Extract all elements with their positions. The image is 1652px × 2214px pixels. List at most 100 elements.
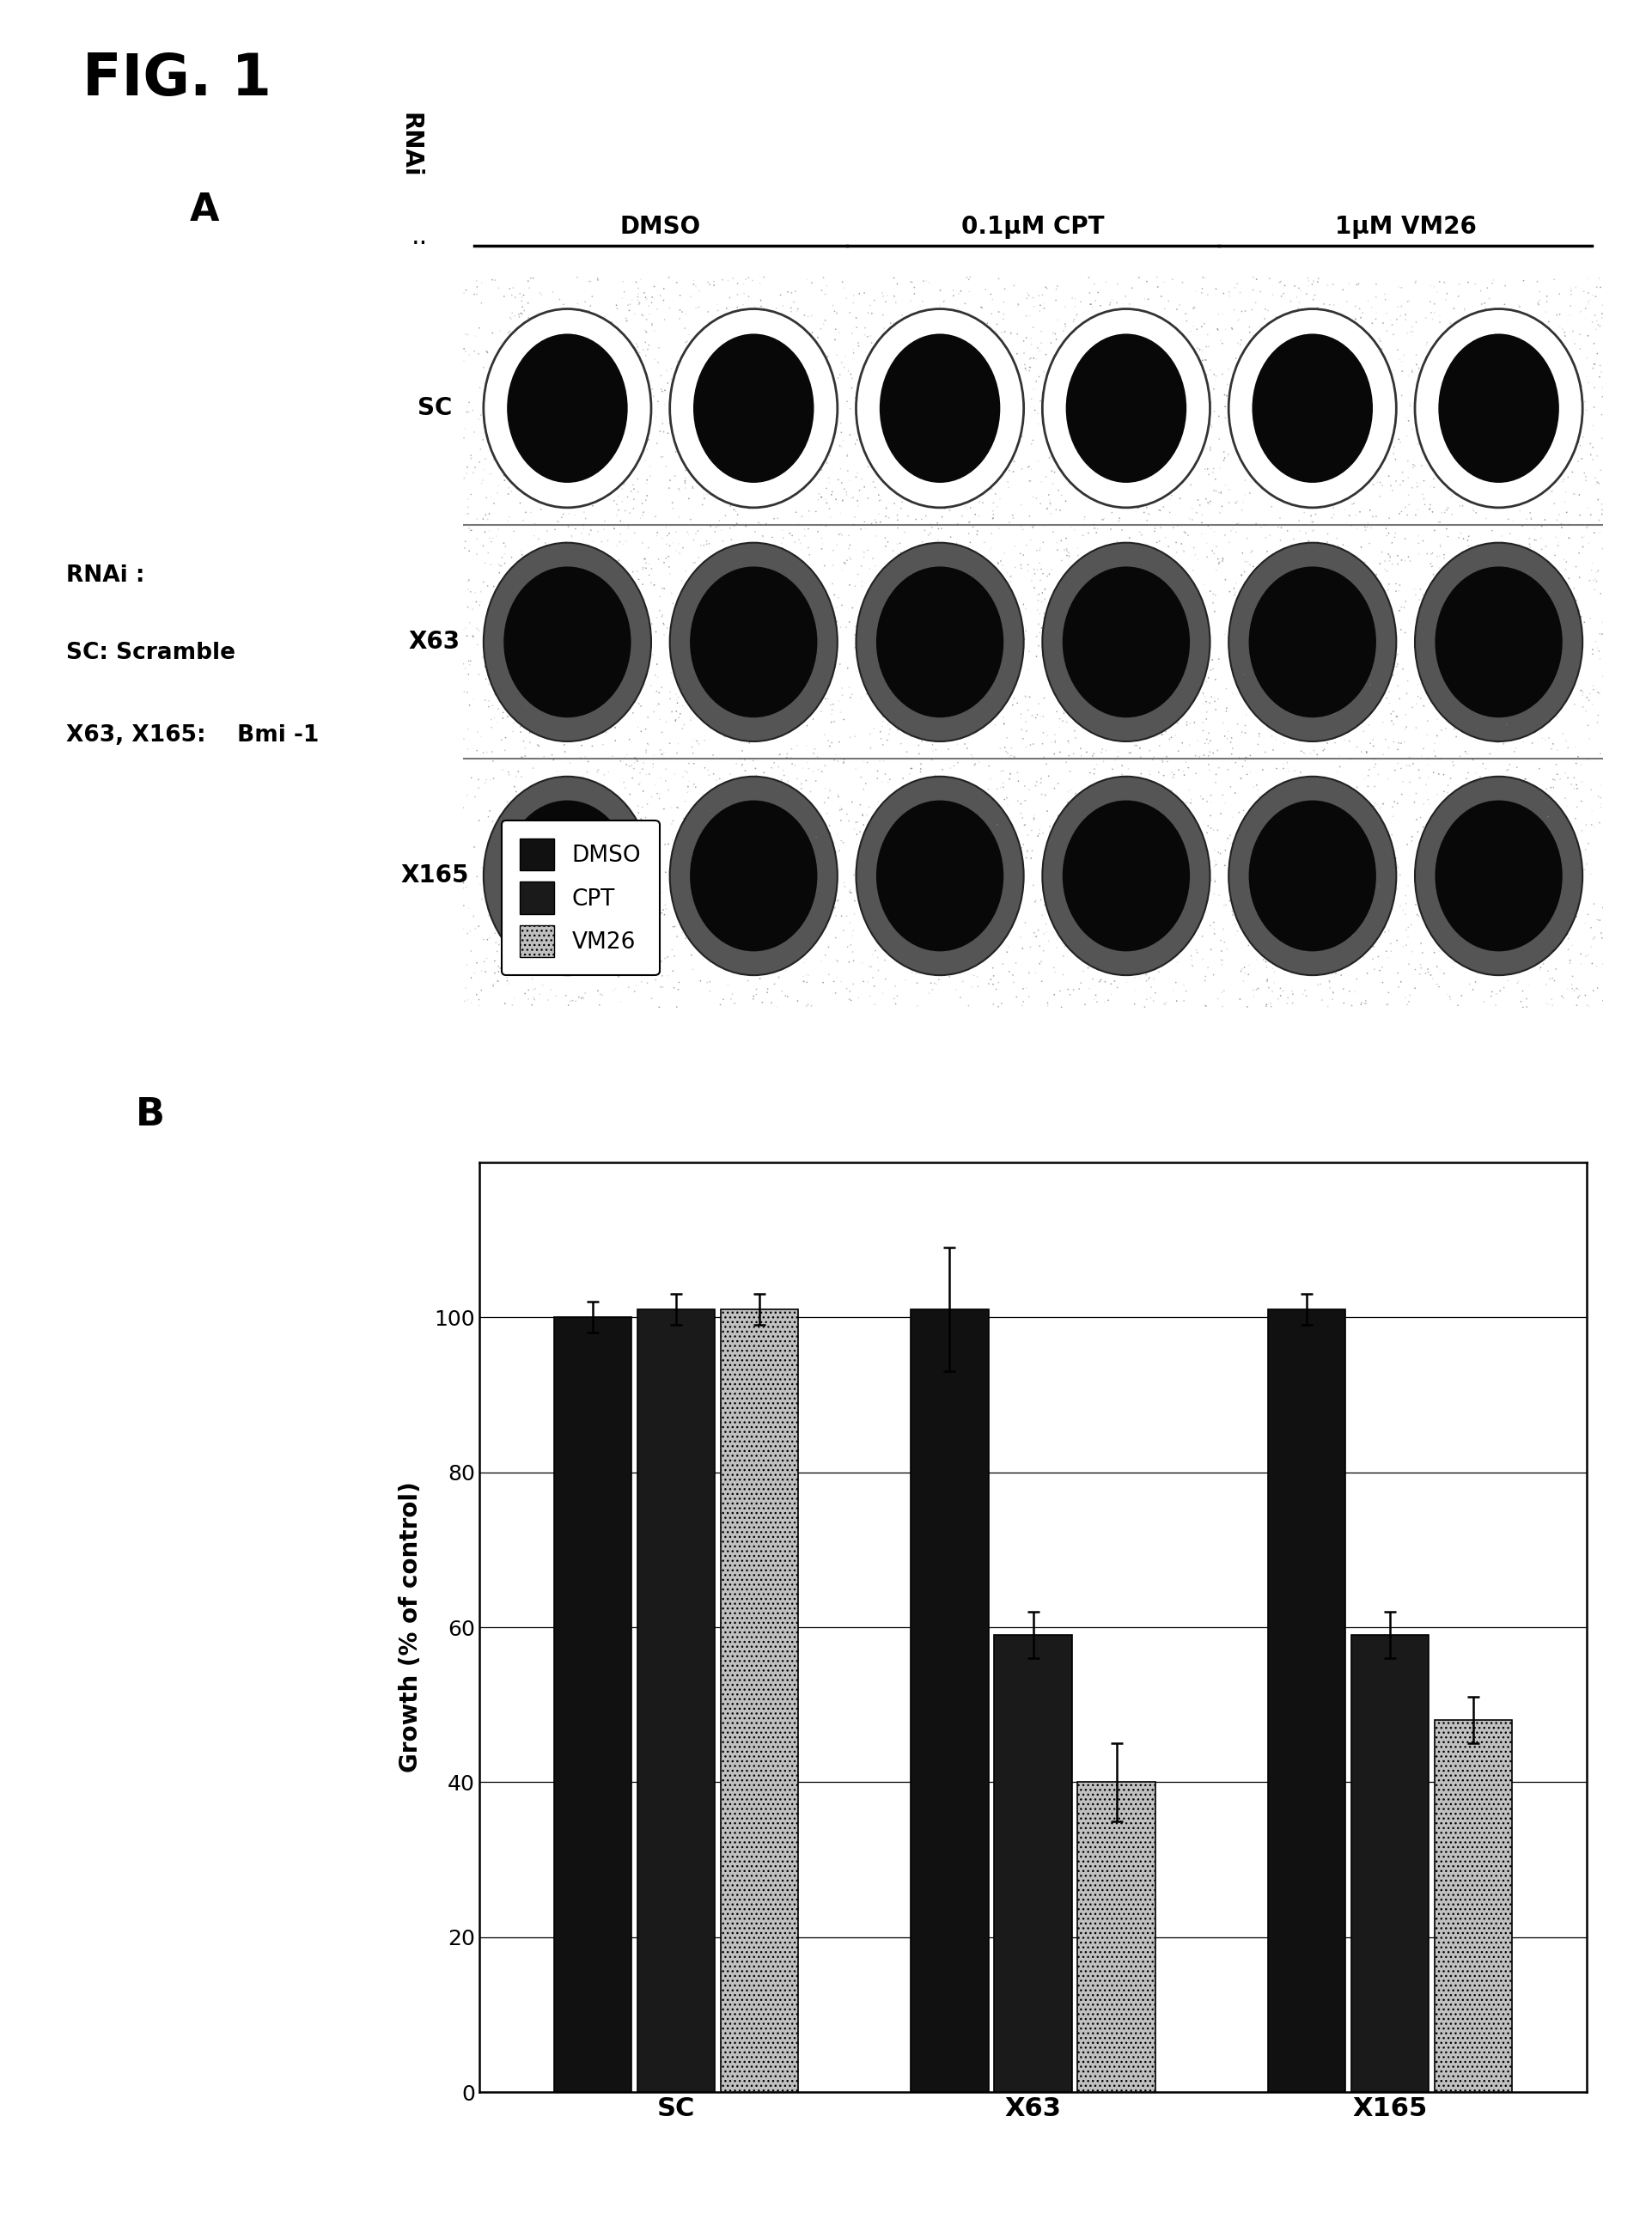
Point (499, 680, 525, 715)
Point (1279, 850, 1305, 886)
Point (1105, 452, 1132, 487)
Point (1127, 613, 1153, 649)
Point (1034, 793, 1061, 828)
Point (1201, 863, 1227, 899)
Point (961, 808, 988, 844)
Point (585, 872, 611, 908)
Point (1057, 576, 1084, 611)
Point (598, 410, 624, 445)
Point (1579, 390, 1606, 425)
Point (1041, 454, 1067, 489)
Point (887, 604, 914, 640)
Point (864, 808, 890, 844)
Point (568, 516, 595, 551)
Point (529, 571, 555, 607)
Point (1439, 950, 1465, 985)
Point (1447, 423, 1474, 458)
Point (1485, 826, 1512, 861)
Point (1381, 638, 1408, 673)
Point (710, 598, 737, 633)
Point (608, 646, 634, 682)
Point (847, 461, 874, 496)
Point (1075, 576, 1102, 611)
Point (1052, 666, 1079, 702)
Point (1322, 622, 1348, 658)
Point (1467, 689, 1493, 724)
Point (729, 629, 755, 664)
Ellipse shape (876, 799, 1003, 952)
Point (1158, 906, 1184, 941)
Point (1460, 680, 1487, 715)
Point (1495, 604, 1521, 640)
Point (973, 629, 999, 664)
Point (874, 764, 900, 799)
Point (1165, 839, 1191, 875)
Point (725, 547, 752, 582)
Point (730, 702, 757, 737)
Point (1493, 421, 1520, 456)
Point (1290, 624, 1317, 660)
Point (1417, 294, 1444, 330)
Point (1160, 547, 1186, 582)
Point (1485, 655, 1512, 691)
Point (626, 828, 653, 863)
Point (1061, 511, 1087, 547)
Point (1099, 640, 1125, 675)
Point (1099, 828, 1125, 863)
Point (598, 859, 624, 894)
Point (1318, 826, 1345, 861)
Point (714, 883, 740, 919)
Point (1265, 908, 1292, 943)
Point (1295, 859, 1322, 894)
Point (1297, 735, 1323, 770)
Point (1163, 534, 1189, 569)
Point (752, 649, 778, 684)
Point (629, 549, 656, 584)
Point (710, 536, 737, 571)
Point (1318, 850, 1345, 886)
Point (922, 611, 948, 646)
Point (1104, 609, 1130, 644)
Point (958, 321, 985, 356)
Point (1267, 970, 1294, 1005)
Point (899, 859, 925, 894)
Point (661, 939, 687, 974)
Point (1307, 644, 1333, 680)
Point (724, 653, 750, 689)
Point (1526, 930, 1553, 965)
Point (1277, 837, 1303, 872)
Point (1376, 467, 1403, 503)
Point (621, 421, 648, 456)
Point (1394, 664, 1421, 700)
Point (530, 328, 557, 363)
Point (819, 534, 846, 569)
Point (995, 469, 1021, 505)
Point (844, 489, 871, 525)
Point (922, 872, 948, 908)
Point (806, 620, 833, 655)
Point (978, 281, 1004, 317)
Point (985, 587, 1011, 622)
Point (914, 622, 940, 658)
Point (1148, 824, 1175, 859)
Point (724, 762, 750, 797)
Point (560, 624, 586, 660)
Point (1056, 613, 1082, 649)
Point (856, 551, 882, 587)
Point (1287, 790, 1313, 826)
Point (786, 584, 813, 620)
Point (618, 813, 644, 848)
Point (1142, 551, 1168, 587)
Point (1467, 334, 1493, 370)
Point (1403, 337, 1429, 372)
Point (1378, 308, 1404, 343)
Point (945, 797, 971, 832)
Point (712, 768, 738, 804)
Point (1031, 405, 1057, 441)
Point (1292, 631, 1318, 666)
Point (1102, 675, 1128, 711)
Point (757, 596, 783, 631)
Point (1493, 917, 1520, 952)
Point (544, 979, 570, 1014)
Point (785, 523, 811, 558)
